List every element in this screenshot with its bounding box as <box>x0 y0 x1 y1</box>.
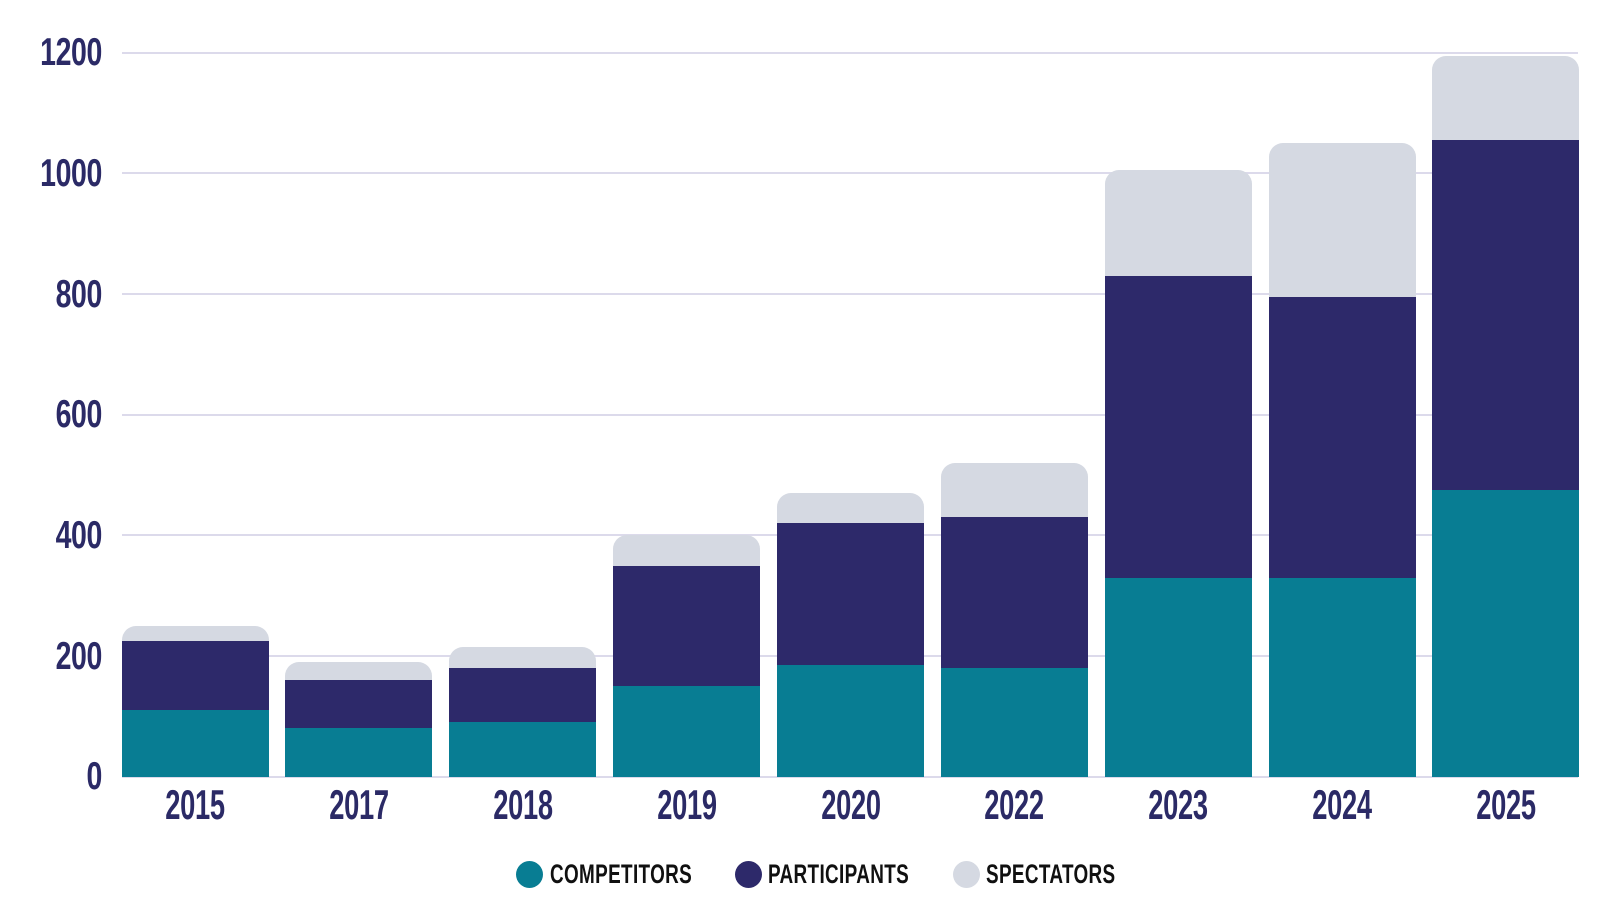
legend-label-competitors: COMPETITORS <box>550 859 693 889</box>
x-axis-label: 2023 <box>1148 781 1208 828</box>
bar-segment-competitors <box>1432 490 1580 777</box>
x-axis-label: 2019 <box>656 781 717 828</box>
bar-group <box>940 463 1088 777</box>
gridline <box>122 293 1578 296</box>
bar-group <box>777 493 924 777</box>
bar-segment-competitors <box>1104 577 1252 777</box>
bar-segment-competitors <box>121 710 269 777</box>
bar-segment-spectators <box>940 463 1088 518</box>
bar-segment-participants <box>613 565 761 687</box>
bar-segment-spectators <box>777 493 924 524</box>
bar-segment-spectators <box>613 535 761 566</box>
bar-segment-competitors <box>449 722 597 777</box>
bar-segment-spectators <box>1432 55 1580 141</box>
x-axis-label: 2015 <box>165 781 225 828</box>
bar-segment-participants <box>940 517 1088 669</box>
bar-segment-participants <box>777 523 924 666</box>
bar-segment-spectators <box>285 662 433 681</box>
bar-segment-competitors <box>285 728 433 777</box>
y-axis-label: 600 <box>55 393 103 437</box>
legend-dot-participants <box>735 861 762 888</box>
bar-group <box>613 535 761 777</box>
bar-group <box>1268 143 1416 777</box>
y-axis-label: 800 <box>55 272 103 316</box>
gridline <box>122 172 1578 175</box>
bar-segment-competitors <box>940 668 1088 777</box>
bar-segment-spectators <box>449 647 597 669</box>
bar-segment-participants <box>1104 276 1252 578</box>
legend-label-participants: PARTICIPANTS <box>768 859 910 889</box>
y-axis-label: 400 <box>55 513 103 557</box>
bar-group <box>1432 55 1580 777</box>
x-axis-label: 2022 <box>984 781 1045 828</box>
bar-group <box>285 662 433 777</box>
x-axis-label: 2018 <box>493 781 553 828</box>
x-axis-label: 2017 <box>329 781 389 828</box>
gridline <box>122 51 1578 54</box>
bar-group <box>121 625 269 777</box>
legend-dot-spectators <box>953 861 980 888</box>
y-axis-label: 0 <box>86 755 103 799</box>
x-axis-label: 2020 <box>820 781 881 828</box>
x-axis-label: 2024 <box>1312 781 1372 828</box>
legend-label-spectators: SPECTATORS <box>986 859 1116 889</box>
x-axis-label: 2025 <box>1476 781 1536 828</box>
bar-segment-participants <box>449 668 597 723</box>
bar-group <box>449 647 597 777</box>
bar-segment-spectators <box>1268 143 1416 298</box>
bar-segment-competitors <box>1268 577 1416 777</box>
bar-segment-participants <box>1268 297 1416 578</box>
bar-group <box>1104 170 1252 777</box>
y-axis-label: 1200 <box>40 31 102 75</box>
bar-segment-participants <box>285 680 433 729</box>
y-axis-label: 1000 <box>40 151 102 195</box>
gridline <box>122 413 1578 416</box>
gridline <box>122 775 1578 778</box>
bar-segment-spectators <box>1104 170 1252 276</box>
legend-dot-competitors <box>516 861 543 888</box>
bar-segment-participants <box>1432 140 1580 491</box>
bar-segment-participants <box>121 640 269 711</box>
y-axis-label: 200 <box>55 634 103 678</box>
bar-segment-competitors <box>613 686 761 777</box>
bar-segment-competitors <box>777 665 924 777</box>
bar-segment-spectators <box>121 625 269 641</box>
